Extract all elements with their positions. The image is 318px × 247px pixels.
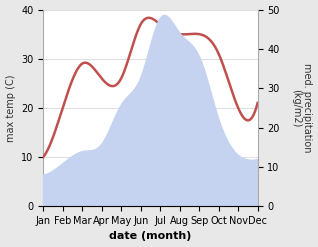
Y-axis label: med. precipitation
(kg/m2): med. precipitation (kg/m2) [291, 63, 313, 153]
X-axis label: date (month): date (month) [109, 231, 192, 242]
Y-axis label: max temp (C): max temp (C) [5, 74, 16, 142]
